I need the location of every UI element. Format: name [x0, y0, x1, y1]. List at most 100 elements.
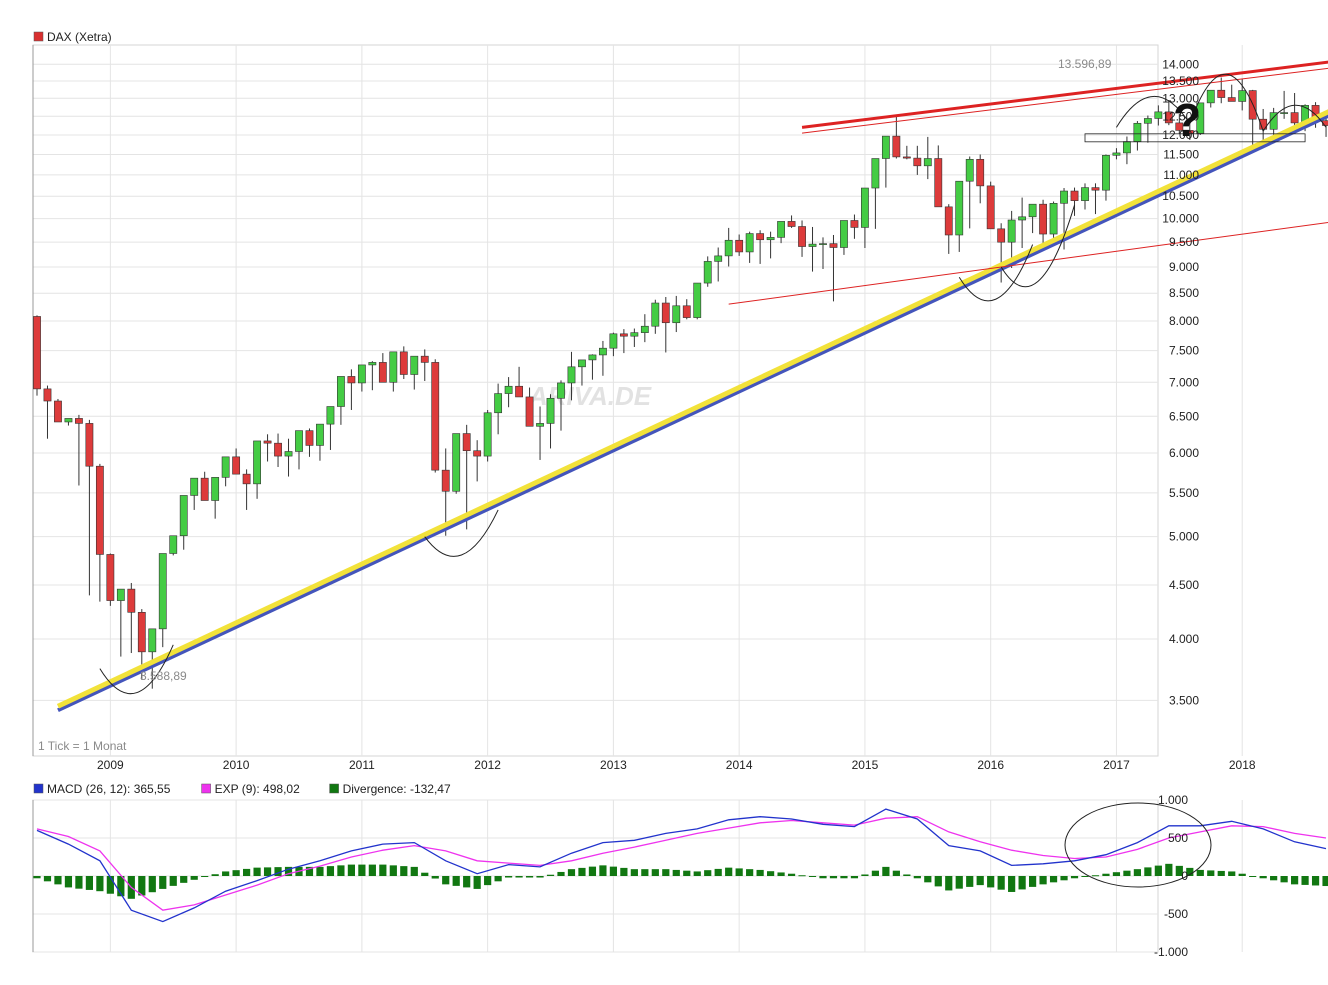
y-tick-label: 10.000: [1162, 212, 1199, 226]
candle-body: [33, 316, 41, 390]
candle-body: [253, 440, 261, 485]
divergence-bar: [232, 870, 240, 876]
y-tick-label: 4.500: [1169, 578, 1199, 592]
candle-body: [410, 355, 419, 375]
divergence-bar: [505, 876, 513, 878]
divergence-bar: [1070, 876, 1079, 879]
candle-body: [137, 612, 146, 653]
divergence-bar: [903, 874, 911, 876]
candle-body: [1164, 111, 1173, 124]
candle-body: [75, 418, 83, 424]
divergence-bar: [148, 876, 156, 893]
y-tick-label: 8.000: [1169, 314, 1199, 328]
candle-body: [1018, 216, 1027, 221]
annotation-arc: [1000, 204, 1075, 288]
divergence-bar: [222, 871, 230, 876]
candle-body: [494, 393, 503, 414]
annotation-arc: [1189, 73, 1264, 132]
divergence-bar: [945, 876, 953, 891]
divergence-bar: [64, 876, 73, 888]
candle-body: [609, 333, 618, 349]
question-mark: ?: [1173, 94, 1201, 146]
divergence-bar: [1322, 876, 1328, 887]
y-tick-label: 9.000: [1169, 260, 1199, 274]
candle-body: [1143, 118, 1152, 124]
divergence-bar: [620, 867, 628, 876]
divergence-bar: [316, 866, 324, 876]
divergence-bar: [997, 876, 1005, 890]
divergence-bar: [746, 869, 754, 876]
legend-label-dax: DAX (Xetra): [47, 30, 112, 44]
divergence-bar: [630, 869, 638, 876]
divergence-bar: [400, 866, 408, 876]
candle-body: [1133, 122, 1142, 142]
divergence-bar: [819, 876, 827, 879]
divergence-bar: [1039, 876, 1047, 885]
candle-body: [1007, 219, 1016, 243]
divergence-bar: [871, 870, 879, 876]
divergence-bar: [1133, 869, 1141, 876]
watermark-group: ARIVA.DE: [528, 381, 652, 411]
candle-body: [441, 469, 450, 492]
candle-body: [179, 495, 188, 537]
footnote: 1 Tick = 1 Monat: [38, 739, 127, 753]
low-label: 3.588,89: [140, 669, 187, 683]
candle-body: [221, 456, 230, 478]
divergence-bar: [987, 876, 995, 888]
candle-body: [232, 456, 241, 475]
divergence-bar: [347, 864, 355, 876]
candle-body: [242, 473, 251, 485]
divergence-bar: [1008, 876, 1016, 892]
candle-body: [798, 226, 806, 247]
candle-body: [305, 430, 314, 446]
x-tick-label: 2009: [97, 758, 124, 772]
x-tick-label: 2017: [1103, 758, 1130, 772]
candle-body: [357, 364, 366, 384]
divergence-bar: [683, 870, 691, 876]
candle-body: [473, 450, 482, 457]
divergence-bar: [243, 868, 251, 876]
divergence-bar: [1311, 876, 1320, 886]
candle-body: [965, 159, 974, 182]
y-tick-label: 6.000: [1169, 446, 1199, 460]
macd-y-tick-label: -1.000: [1154, 945, 1188, 959]
divergence-bar: [808, 876, 817, 877]
main-labels: 3.500 4.000 4.500 5.000 5.500 6.000 6.500 7.000…: [33, 30, 1256, 772]
x-tick-label: 2012: [474, 758, 501, 772]
candle-body: [1259, 118, 1268, 130]
macd-legend-swatch: [329, 783, 339, 794]
candle-body: [557, 382, 565, 399]
divergence-bar: [410, 866, 418, 876]
candle-body: [116, 588, 125, 601]
candle-body: [693, 282, 702, 318]
candle-body: [368, 362, 377, 366]
candle-body: [274, 442, 282, 457]
macd-legend-label: MACD (26, 12): 365,55: [47, 782, 171, 796]
candle-body: [1070, 190, 1079, 201]
candle-body: [148, 628, 157, 653]
candle-body: [902, 156, 911, 159]
exp-line: [36, 816, 1327, 911]
candle-body: [295, 430, 303, 452]
trendlines: [56, 60, 1328, 713]
x-tick-label: 2015: [852, 758, 879, 772]
divergence-bar: [934, 876, 942, 887]
divergence-bar: [976, 876, 984, 886]
divergence-bar: [284, 866, 293, 876]
candle-body: [1049, 202, 1058, 235]
candle-body: [808, 243, 817, 247]
annotation-arc: [1116, 96, 1191, 128]
divergence-bar: [966, 876, 974, 887]
candle-body: [1102, 155, 1110, 191]
candle-body: [452, 433, 461, 492]
candle-body: [284, 451, 293, 457]
annotation-ellipse: [1064, 802, 1212, 888]
candle-body: [263, 440, 272, 444]
candle-body: [986, 185, 995, 230]
y-tick-label: 10.500: [1162, 189, 1199, 203]
divergence-bar: [1280, 876, 1288, 883]
divergence-bar: [368, 864, 376, 876]
divergence-bar: [274, 867, 282, 876]
divergence-bar: [159, 876, 167, 889]
